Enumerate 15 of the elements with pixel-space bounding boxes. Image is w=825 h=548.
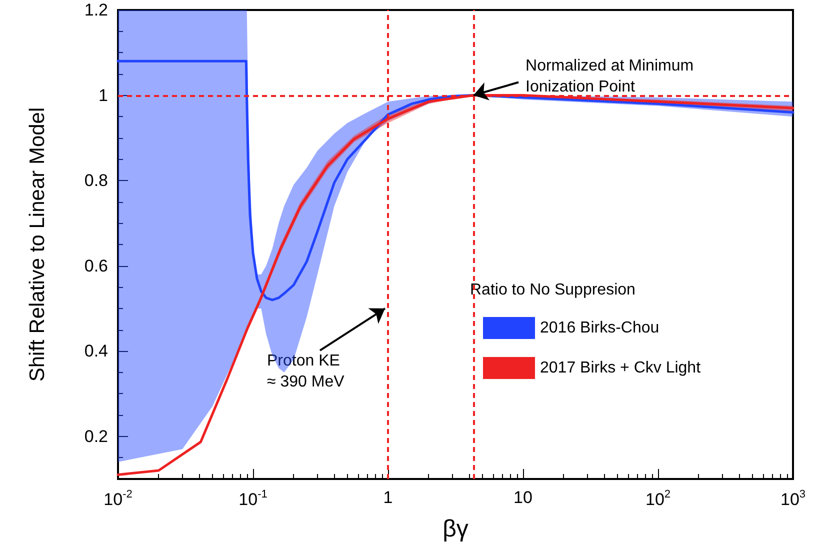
y-tick-label: 0.8 bbox=[84, 171, 108, 190]
x-axis-title: βγ bbox=[442, 516, 468, 542]
y-tick-label: 0.4 bbox=[84, 342, 108, 361]
x-tick-label: 1 bbox=[383, 488, 393, 507]
y-tick-label: 1.2 bbox=[84, 0, 108, 20]
y-tick-label: 0.2 bbox=[84, 426, 108, 446]
y-axis-title: Shift Relative to Linear Model bbox=[26, 107, 49, 382]
x-tick-label: 10 bbox=[514, 488, 532, 507]
legend-label: 2017 Birks + Ckv Light bbox=[540, 360, 702, 376]
legend-label: 2016 Birks-Chou bbox=[540, 320, 660, 336]
y-tick-label: 1 bbox=[98, 86, 108, 105]
annotation: Normalized at Minimum Ionization Point bbox=[526, 57, 694, 96]
annotation: Proton KE ≈ 390 MeV bbox=[266, 352, 345, 390]
legend-title: Ratio to No Suppresion bbox=[470, 282, 636, 298]
y-tick-label: 0.6 bbox=[84, 256, 108, 276]
